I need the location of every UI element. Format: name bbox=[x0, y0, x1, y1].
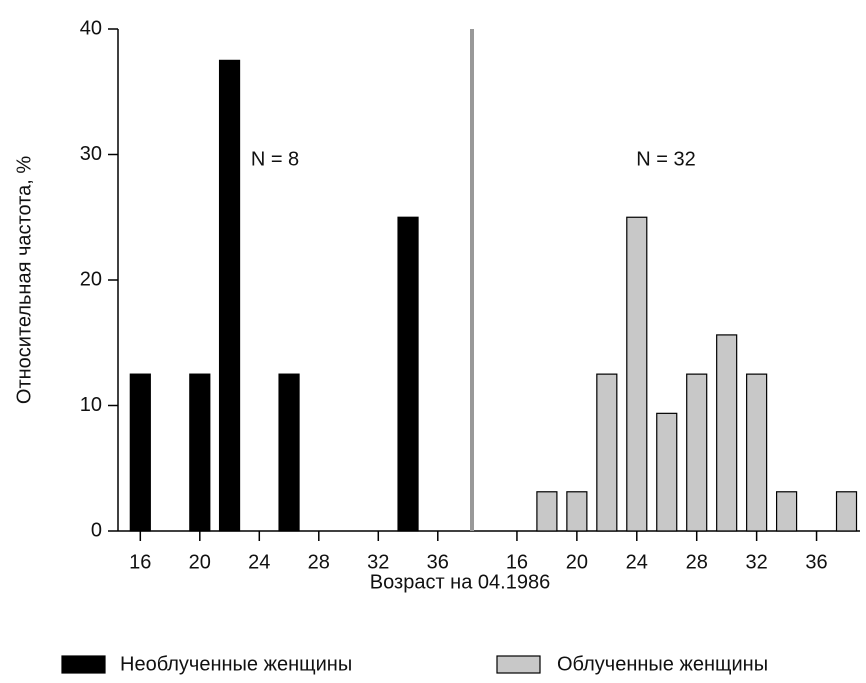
x-tick-label: 16 bbox=[129, 551, 151, 573]
x-tick-label: 32 bbox=[746, 551, 768, 573]
x-tick-label: 28 bbox=[686, 551, 708, 573]
x-tick-label: 28 bbox=[308, 551, 330, 573]
legend-label: Необлученные женщины bbox=[120, 653, 352, 675]
y-tick-label: 30 bbox=[80, 143, 102, 165]
bar bbox=[716, 334, 738, 532]
x-tick-label: 36 bbox=[427, 551, 449, 573]
x-tick-label: 24 bbox=[248, 551, 270, 573]
x-tick-label: 36 bbox=[805, 551, 827, 573]
x-axis-label: Возраст на 04.1986 bbox=[370, 571, 550, 593]
y-axis-label: Относительная частота, % bbox=[13, 156, 35, 404]
bar bbox=[278, 373, 300, 532]
y-tick-label: 20 bbox=[80, 268, 102, 290]
bar bbox=[397, 216, 419, 532]
x-tick-label: 24 bbox=[626, 551, 648, 573]
x-tick-label: 16 bbox=[506, 551, 528, 573]
y-tick-label: 10 bbox=[80, 394, 102, 416]
bar bbox=[656, 412, 678, 532]
annotation: N = 8 bbox=[251, 148, 299, 170]
x-tick-label: 20 bbox=[189, 551, 211, 573]
legend-swatch bbox=[496, 655, 541, 674]
bar bbox=[835, 491, 858, 532]
bar bbox=[626, 216, 648, 532]
bar bbox=[536, 491, 558, 532]
bar bbox=[746, 373, 768, 532]
annotation: N = 32 bbox=[636, 148, 695, 170]
legend-swatch bbox=[61, 655, 106, 674]
bar bbox=[129, 373, 151, 532]
y-tick-label: 40 bbox=[80, 17, 102, 39]
bar bbox=[775, 491, 798, 532]
legend-label: Облученные женщины bbox=[557, 653, 768, 675]
y-tick-label: 0 bbox=[91, 519, 102, 541]
bar bbox=[686, 373, 708, 532]
bar bbox=[218, 59, 241, 532]
x-tick-label: 32 bbox=[367, 551, 389, 573]
bar bbox=[189, 373, 211, 532]
bar bbox=[596, 373, 618, 532]
x-tick-label: 20 bbox=[566, 551, 588, 573]
bar bbox=[566, 491, 588, 532]
